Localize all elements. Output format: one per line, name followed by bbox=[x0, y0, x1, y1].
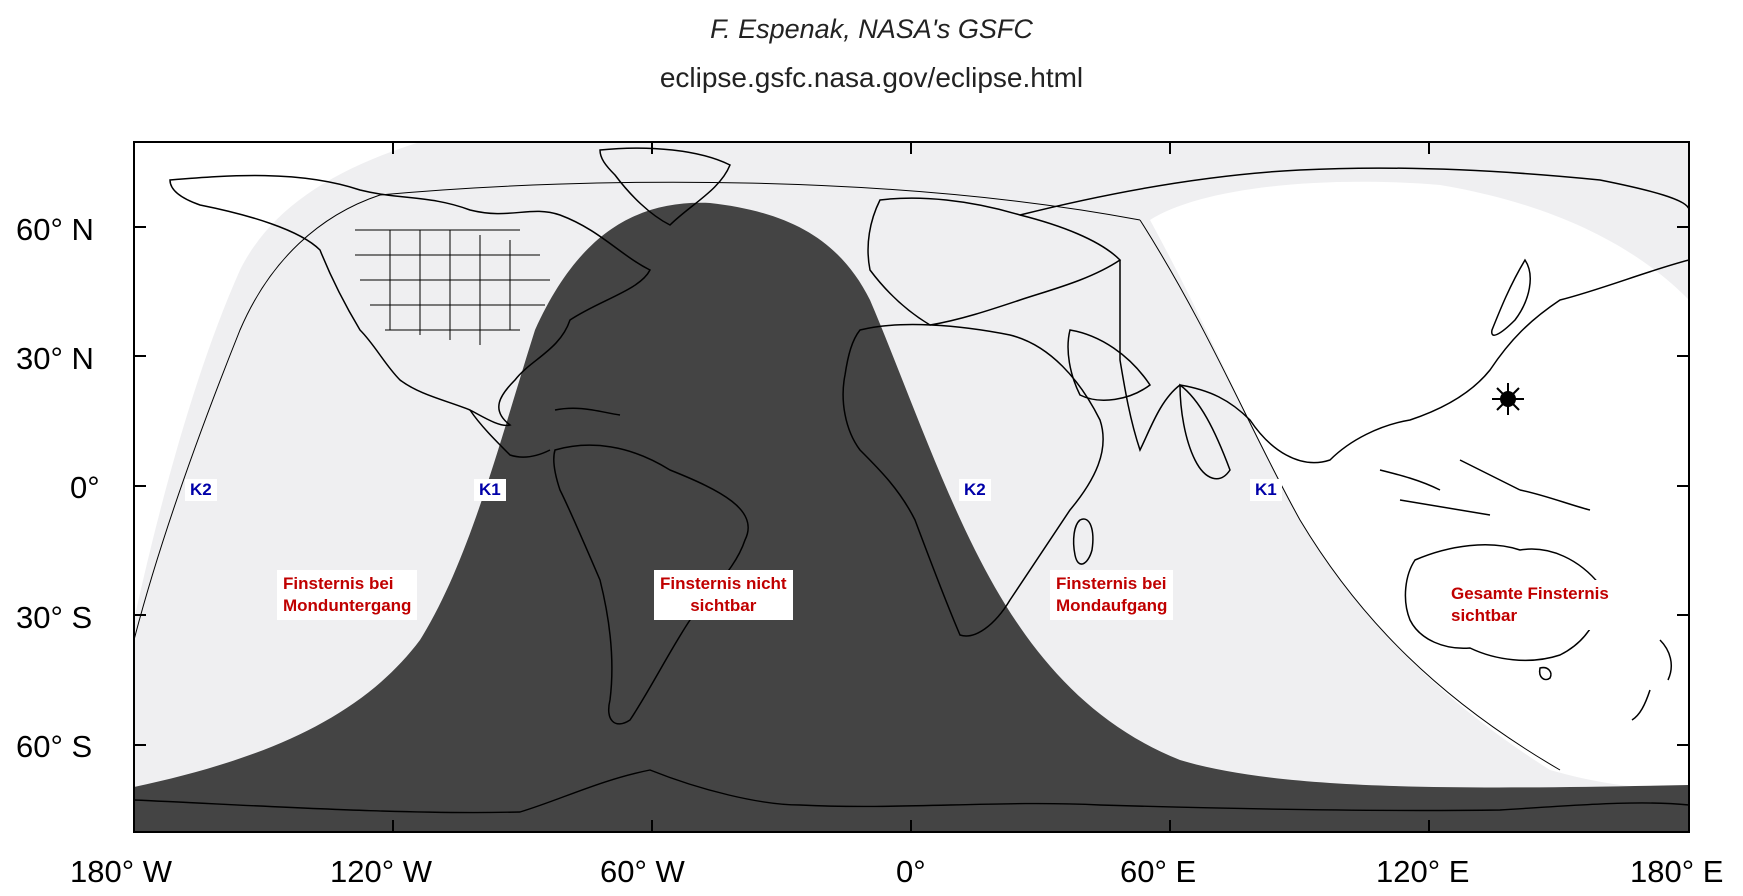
credit-author: F. Espenak, NASA's GSFC bbox=[710, 14, 1033, 44]
antarctica-coast bbox=[134, 769, 1689, 814]
k2-west-curve bbox=[134, 194, 381, 641]
contact-k1-east: K1 bbox=[1250, 479, 1282, 501]
map-plot-area bbox=[134, 142, 1689, 832]
europe-outline bbox=[867, 197, 1122, 326]
us-state-lines bbox=[355, 229, 550, 345]
zone-label-fully-visible: Gesamte Finsternis sichtbar bbox=[1445, 580, 1615, 630]
lat-label-60s: 60° S bbox=[16, 729, 92, 764]
new-zealand-outline bbox=[1631, 639, 1672, 721]
madagascar-outline bbox=[1072, 518, 1094, 565]
arabia-outline bbox=[1067, 329, 1152, 401]
asia-outline bbox=[1019, 167, 1689, 464]
north-america-outline bbox=[169, 174, 652, 427]
japan-outline bbox=[1491, 258, 1531, 336]
lon-label-180e: 180° E bbox=[1630, 854, 1723, 889]
moon-position-icon bbox=[1492, 383, 1524, 415]
zone-label-not-visible: Finsternis nicht sichtbar bbox=[654, 570, 793, 620]
australia-outline bbox=[1404, 544, 1602, 662]
k1-k2-top-arc bbox=[379, 181, 1141, 221]
lat-label-30n: 30° N bbox=[16, 341, 94, 376]
tasmania-outline bbox=[1538, 666, 1552, 681]
k1-east-curve bbox=[1139, 219, 1561, 771]
lon-label-60w: 60° W bbox=[600, 854, 685, 889]
axis-ticks bbox=[134, 142, 1689, 832]
lon-label-120w: 120° W bbox=[330, 854, 433, 889]
zone-night-shading bbox=[134, 202, 1689, 832]
continent-outlines bbox=[169, 147, 1689, 725]
lon-label-180w: 180° W bbox=[70, 854, 173, 889]
lat-label-60n: 60° N bbox=[16, 212, 94, 247]
zone-label-moonset: Finsternis bei Monduntergang bbox=[277, 570, 418, 620]
zone-partial-west-edge bbox=[134, 142, 420, 620]
south-america-outline bbox=[553, 444, 749, 725]
contact-k2-east: K2 bbox=[959, 479, 991, 501]
contact-k2-west: K2 bbox=[185, 479, 217, 501]
africa-outline bbox=[842, 323, 1104, 637]
zone-label-moonrise: Finsternis bei Mondaufgang bbox=[1050, 570, 1174, 620]
lat-label-0: 0° bbox=[70, 470, 100, 505]
contact-k1-west: K1 bbox=[474, 479, 506, 501]
credit-url: eclipse.gsfc.nasa.gov/eclipse.html bbox=[659, 62, 1084, 93]
greenland-outline bbox=[599, 147, 731, 226]
se-asia-islands-outline bbox=[1379, 459, 1591, 516]
lon-label-120e: 120° E bbox=[1376, 854, 1469, 889]
lon-label-60e: 60° E bbox=[1120, 854, 1196, 889]
lon-label-0: 0° bbox=[896, 854, 926, 889]
central-america-outline bbox=[469, 407, 621, 458]
lat-label-30s: 30° S bbox=[16, 600, 92, 635]
india-outline bbox=[1179, 383, 1231, 480]
